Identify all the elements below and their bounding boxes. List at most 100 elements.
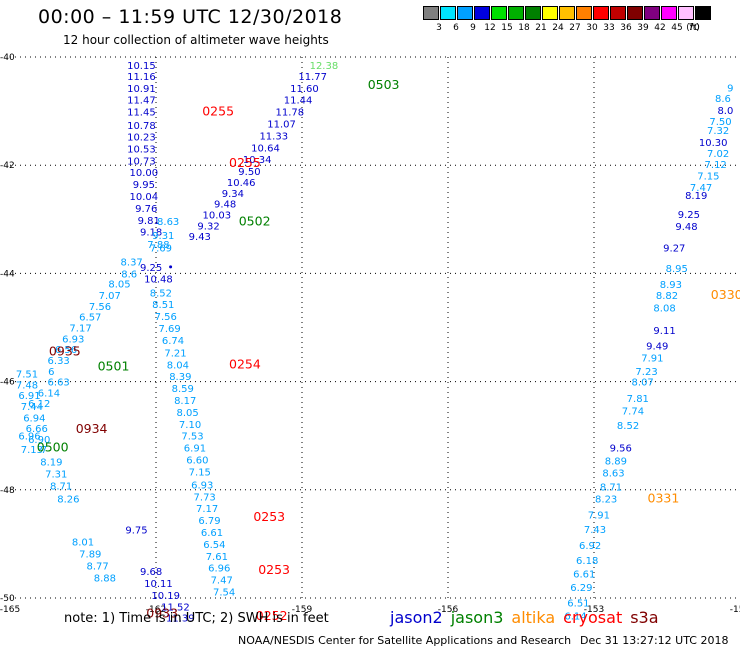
wave-height-label: 7.31 [45, 470, 67, 481]
satellite-legend: jason2 jason3 altika cryosat s3a [390, 608, 667, 627]
pass-time-label: 0255 [202, 104, 234, 119]
scale-label: 45 [671, 23, 683, 33]
y-tick-label: -40 [0, 53, 15, 63]
chart-subtitle: 12 hour collection of altimeter wave hei… [63, 33, 329, 47]
pass-time-label: 0330 [711, 287, 740, 302]
scale-swatch [559, 6, 575, 20]
pass-time-label: 0255 [229, 155, 261, 170]
wave-height-label: 7.21 [164, 348, 186, 359]
scale-label: 12 [484, 23, 496, 33]
satellite-legend-item: altika [511, 608, 556, 627]
wave-height-label: 9.27 [663, 243, 685, 254]
wave-height-label: 8.95 [666, 264, 688, 275]
wave-height-label: 6.63 [48, 378, 70, 389]
pass-time-label: 0500 [37, 440, 69, 455]
satellite-legend-item: cryosat [563, 608, 623, 627]
scale-swatch [423, 6, 439, 20]
scale-swatch [474, 6, 490, 20]
wave-height-label: 7.47 [211, 576, 233, 587]
wave-height-label: 6.66 [26, 424, 48, 435]
wave-height-label: 7.15 [697, 171, 719, 182]
x-tick-label: -165 [0, 605, 20, 615]
scale-swatch [457, 6, 473, 20]
wave-height-label: 8.07 [632, 378, 654, 389]
wave-height-label: 11.52 [161, 603, 190, 614]
wave-height-label: 10.19 [151, 591, 180, 602]
wave-height-label: 7.15 [189, 467, 211, 478]
wave-height-label: 8.77 [86, 562, 108, 573]
wave-height-label: 7.44 [21, 402, 43, 413]
wave-height-label: 9.81 [138, 216, 160, 227]
pass-time-label: 0252 [256, 608, 288, 623]
wave-height-label: 6 [48, 367, 54, 378]
scale-swatch [508, 6, 524, 20]
wave-height-label: 8.19 [40, 458, 62, 469]
wave-height-label: 6.90 [28, 435, 50, 446]
wave-height-label: 7.73 [194, 492, 216, 503]
y-tick-label: -42 [0, 161, 15, 171]
wave-height-label: 7.02 [707, 149, 729, 160]
pass-time-label: 0503 [368, 77, 400, 92]
wave-height-label: 6.14 [564, 611, 586, 622]
footer-timestamp: Dec 31 13:27:12 UTC 2018 [580, 634, 729, 647]
wave-height-label: 6.91 [18, 391, 40, 402]
y-tick-label: -46 [0, 378, 15, 388]
pass-time-label: 0502 [239, 213, 271, 228]
wave-height-label: 7.88 [147, 240, 169, 251]
wave-height-label: 6.93 [62, 334, 84, 345]
pass-time-label: 0254 [229, 356, 261, 371]
wave-height-label: 6.92 [579, 541, 601, 552]
scale-swatch [610, 6, 626, 20]
wave-height-label: 8.63 [602, 468, 624, 479]
y-tick-label: -50 [0, 594, 15, 604]
wave-height-label: 6.96 [18, 432, 40, 443]
wave-height-label: 7.13 [21, 445, 43, 456]
wave-height-label: 9.43 [189, 232, 211, 243]
wave-height-label: 7.89 [79, 550, 101, 561]
wave-height-label: 6.79 [198, 516, 220, 527]
wave-height-label: 8.23 [595, 494, 617, 505]
wave-height-label: 10.64 [251, 143, 280, 154]
wave-height-label: 10.78 [127, 121, 156, 132]
x-tick-label: -153 [584, 605, 604, 615]
scale-swatch [491, 6, 507, 20]
wave-height-label: 11.60 [290, 84, 319, 95]
pass-time-label: 0933 [146, 606, 178, 621]
wave-height-label: 6.94 [23, 413, 45, 424]
wave-height-label: 6.51 [567, 598, 589, 609]
wave-height-label: 6.91 [184, 444, 206, 455]
y-tick-label: -48 [0, 486, 15, 496]
wave-height-label: 12.38 [310, 61, 339, 72]
wave-height-label: 7.23 [635, 367, 657, 378]
wave-height-label: 9.25 [140, 263, 162, 274]
wave-height-label: 7.54 [213, 588, 235, 599]
wave-height-label: 6.57 [79, 313, 101, 324]
wave-height-label: 7.43 [584, 525, 606, 536]
wave-height-label: 9.50 [238, 167, 260, 178]
wave-height-label: 8.05 [177, 408, 199, 419]
scale-label: 42 [654, 23, 666, 33]
wave-height-label: 6.60 [186, 456, 208, 467]
wave-height-label: 8.05 [108, 280, 130, 291]
wave-height-label: 7.07 [99, 291, 121, 302]
scale-label: 9 [470, 23, 476, 33]
wave-height-label: 10.23 [127, 133, 156, 144]
wave-height-label: 9.34 [222, 189, 244, 200]
wave-height-label: 7.51 [16, 369, 38, 380]
footer-credit: NOAA/NESDIS Center for Satellite Applica… [238, 634, 572, 647]
wave-height-label: 7.91 [588, 511, 610, 522]
satellite-legend-item: jason3 [450, 608, 504, 627]
wave-height-label: 7.17 [69, 324, 91, 335]
wave-height-label: 9.49 [646, 341, 668, 352]
wave-height-label: 9.76 [135, 204, 157, 215]
scale-swatch [542, 6, 558, 20]
wave-height-label: 6.14 [38, 388, 60, 399]
scale-label: 21 [535, 23, 547, 33]
scale-label: 6 [453, 23, 459, 33]
scale-label: 33 [603, 23, 615, 33]
wave-height-label: 8.17 [174, 396, 196, 407]
wave-height-label: 7.81 [627, 394, 649, 405]
wave-height-label: 7.10 [179, 420, 201, 431]
wave-height-label: 7.74 [622, 406, 644, 417]
